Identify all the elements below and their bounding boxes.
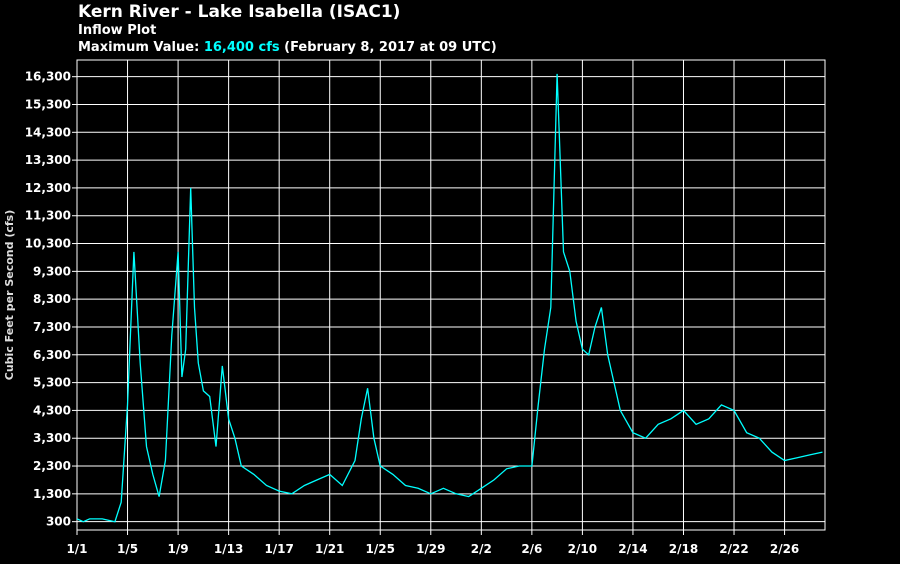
y-tick-label: 7,300 [33,320,71,334]
chart-header: Kern River - Lake Isabella (ISAC1) Inflo… [78,2,497,56]
y-tick-label: 5,300 [33,376,71,390]
y-axis: 300 1,300 2,300 3,300 4,300 5,300 6,300 7,300 8,… [25,70,77,529]
max-value-label: Maximum Value: [78,40,200,55]
x-tick-label: 1/13 [214,542,243,556]
x-tick-label: 2/26 [770,542,799,556]
y-tick-label: 10,300 [25,237,71,251]
y-tick-label: 16,300 [25,70,71,84]
x-tick-label: 1/9 [168,542,189,556]
max-value-time: (February 8, 2017 at 09 UTC) [284,40,497,55]
x-tick-label: 1/21 [315,542,344,556]
x-tick-label: 2/18 [669,542,698,556]
y-axis-label: Cubic Feet per Second (cfs) [3,210,16,380]
y-tick-label: 1,300 [33,487,71,501]
chart-subtitle: Inflow Plot [78,23,157,38]
y-tick-label: 3,300 [33,431,71,445]
x-tick-label: 2/10 [568,542,597,556]
y-tick-label: 6,300 [33,348,71,362]
y-tick-label: 4,300 [33,403,71,417]
x-tick-label: 1/25 [366,542,395,556]
y-tick-label: 12,300 [25,181,71,195]
max-value-line: Maximum Value: 16,400 cfs (February 8, 2… [78,39,497,56]
max-value: 16,400 cfs [203,40,280,55]
x-tick-label: 1/1 [66,542,87,556]
x-tick-label: 1/17 [264,542,293,556]
x-tick-label: 2/6 [521,542,542,556]
y-tick-label: 13,300 [25,153,71,167]
y-tick-label: 11,300 [25,209,71,223]
y-tick-label: 8,300 [33,292,71,306]
x-tick-label: 2/14 [618,542,647,556]
x-tick-label: 1/29 [416,542,445,556]
x-tick-label: 1/5 [117,542,138,556]
plot-frame [76,59,826,531]
x-axis: 1/1 1/5 1/9 1/13 1/17 1/21 1/25 1/29 2/2 2/6 2/10 2… [66,530,799,556]
y-tick-label: 9,300 [33,264,71,278]
chart-title: Kern River - Lake Isabella (ISAC1) [78,2,401,22]
grid [76,60,825,530]
x-tick-label: 2/22 [719,542,748,556]
y-tick-label: 14,300 [25,125,71,139]
y-tick-label: 15,300 [25,97,71,111]
y-tick-label: 300 [46,515,71,529]
y-tick-label: 2,300 [33,459,71,473]
inflow-series-line [76,73,823,523]
x-tick-label: 2/2 [471,542,492,556]
